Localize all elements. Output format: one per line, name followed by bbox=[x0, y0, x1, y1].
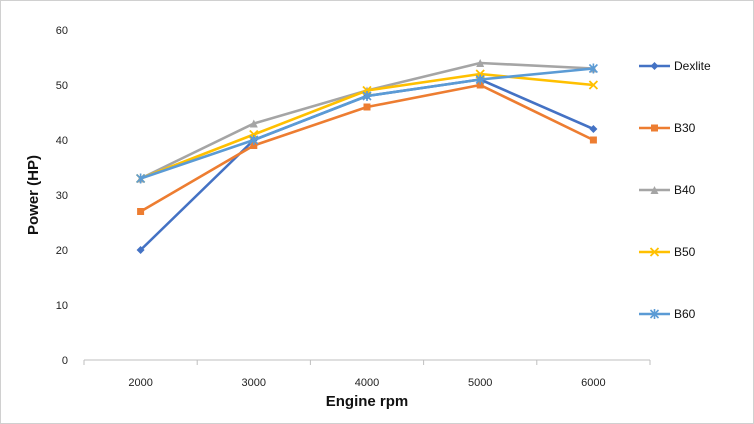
legend-label: B30 bbox=[674, 121, 696, 135]
legend-item-b30: B30 bbox=[639, 121, 696, 135]
data-point bbox=[475, 74, 485, 85]
legend-item-b60: B60 bbox=[639, 307, 696, 321]
legend-label: B60 bbox=[674, 307, 696, 321]
y-tick-label: 10 bbox=[56, 300, 68, 312]
data-point bbox=[650, 62, 659, 70]
data-point bbox=[476, 81, 484, 89]
data-point bbox=[649, 309, 660, 319]
legend-label: B50 bbox=[674, 245, 696, 259]
y-tick-label: 0 bbox=[62, 355, 68, 367]
y-tick-label: 30 bbox=[56, 190, 68, 202]
data-point bbox=[650, 186, 659, 194]
series-layer bbox=[135, 59, 599, 254]
data-point bbox=[588, 63, 598, 74]
data-point bbox=[136, 173, 146, 184]
data-point bbox=[649, 247, 660, 257]
y-tick-label: 50 bbox=[56, 80, 68, 92]
legend-label: Dexlite bbox=[674, 59, 711, 73]
series-b60 bbox=[136, 63, 598, 184]
data-point bbox=[136, 246, 145, 254]
data-point bbox=[137, 208, 145, 215]
data-point bbox=[249, 119, 258, 128]
legend-item-b50: B50 bbox=[639, 245, 696, 259]
y-tick-label: 60 bbox=[56, 25, 68, 37]
data-point bbox=[588, 80, 599, 90]
legend-label: B40 bbox=[674, 183, 696, 197]
x-axis-title: Engine rpm bbox=[326, 393, 409, 410]
legend-item-dexlite: Dexlite bbox=[639, 59, 711, 73]
data-point bbox=[363, 103, 371, 111]
y-axis-title: Power (HP) bbox=[25, 155, 42, 235]
data-point bbox=[362, 91, 372, 101]
y-tick-label: 40 bbox=[56, 135, 68, 147]
y-tick-label: 20 bbox=[56, 245, 68, 257]
legend-item-b40: B40 bbox=[639, 183, 696, 197]
axes: 0 10 20 30 40 50 60 2000 3000 4000 5000 6000 bbox=[56, 25, 651, 389]
x-tick-label: 5000 bbox=[468, 377, 492, 389]
x-tick-label: 3000 bbox=[242, 377, 266, 389]
x-tick-label: 2000 bbox=[128, 377, 152, 389]
data-point bbox=[476, 59, 485, 67]
x-tick-label: 4000 bbox=[355, 377, 379, 389]
data-point bbox=[249, 135, 259, 145]
data-point bbox=[651, 124, 658, 132]
x-tick-label: 6000 bbox=[581, 377, 605, 389]
data-point bbox=[589, 136, 597, 144]
legend: Dexlite B30 B40 B50 B60 bbox=[639, 59, 711, 321]
data-point bbox=[589, 125, 598, 133]
series-b30 bbox=[137, 81, 597, 215]
data-point bbox=[250, 142, 258, 149]
